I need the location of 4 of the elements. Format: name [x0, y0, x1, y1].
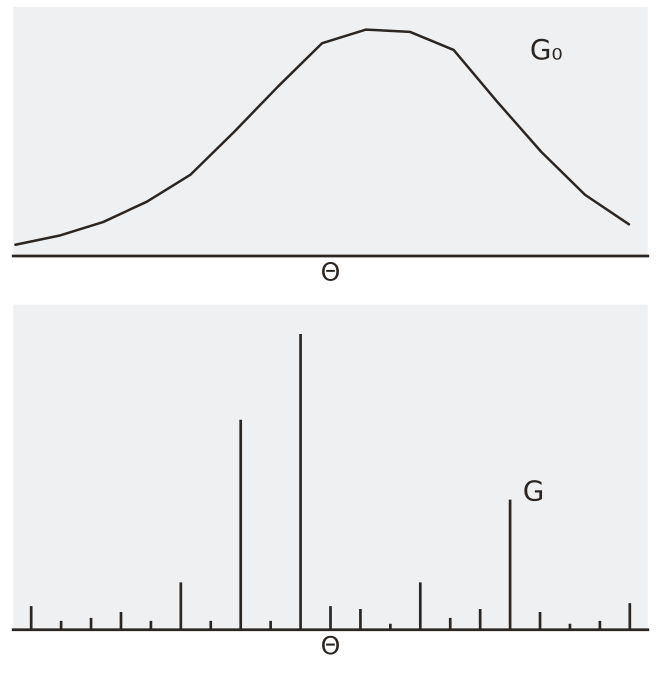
- series-label: G₀: [531, 38, 562, 60]
- series-label: G: [524, 480, 542, 502]
- x-axis-title: Θ: [322, 636, 339, 655]
- x-axis-title: Θ: [322, 262, 339, 281]
